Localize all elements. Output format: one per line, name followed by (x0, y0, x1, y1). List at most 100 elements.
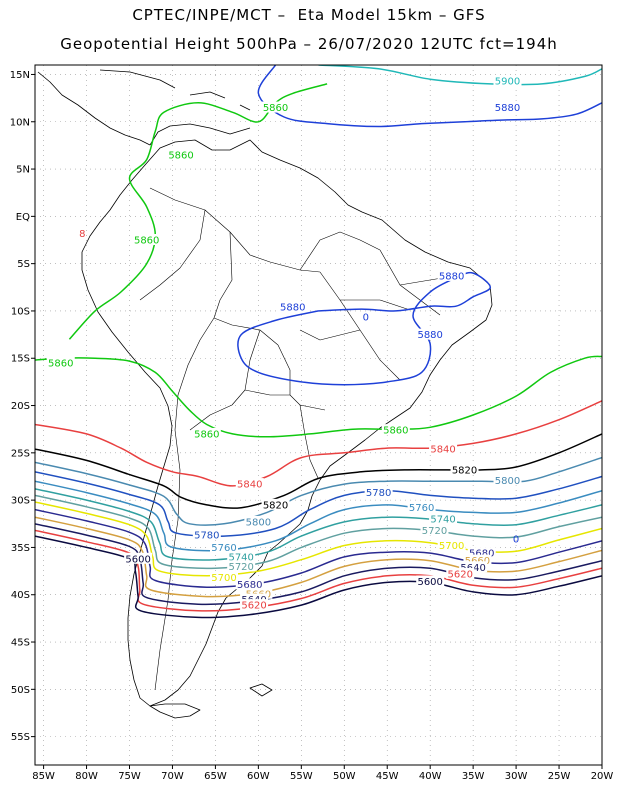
lon-tick-label: 85W (32, 771, 55, 782)
contour-5760 (35, 480, 602, 552)
lon-tick-label: 50W (333, 771, 356, 782)
caribbean-coast (149, 123, 251, 146)
contour-label-bg (463, 554, 492, 566)
contour-5820 (35, 433, 602, 509)
contour-5780 (35, 471, 602, 538)
contour-label-bg (364, 486, 393, 498)
lon-tick-label: 60W (247, 771, 270, 782)
contour-5660 (35, 516, 602, 598)
contour-label-bg (124, 552, 153, 564)
lon-tick-label: 65W (204, 771, 227, 782)
lon-tick-label: 45W (376, 771, 399, 782)
lat-tick-label: 30S (11, 496, 30, 507)
lat-tick-label: 5N (16, 165, 30, 176)
contour-label-bg (416, 328, 445, 340)
contour-label-bg (407, 501, 436, 513)
contour-5600 (35, 535, 602, 619)
contour-label-bg (416, 575, 445, 587)
contour-label-bg (240, 593, 269, 605)
contour-label-5780: 5780 (366, 488, 391, 499)
contour-label-5820: 5820 (263, 500, 288, 511)
contour-label-bg (192, 529, 221, 541)
contour-labels: 5900 5880 5880 5880 5880 5860 5860 5860 5860 5860… (46, 75, 522, 612)
lat-tick-label: 35S (11, 543, 30, 554)
contour-label-5720: 5720 (422, 526, 447, 537)
contour-label-bg (493, 101, 522, 113)
contour-5680 (35, 508, 602, 588)
lat-tick-label: 50S (11, 685, 30, 696)
contour-label-5860: 5860 (168, 150, 193, 161)
contour-label-bg (244, 587, 273, 599)
lat-tick-label: 5S (17, 259, 30, 270)
contour-label-bg (235, 578, 264, 590)
lon-tick-label: 20W (591, 771, 614, 782)
contour-fragment-label: 8 (79, 229, 85, 240)
graticule (35, 65, 603, 765)
lat-tick-label: 55S (11, 732, 30, 743)
contour-label-5860: 5860 (134, 236, 159, 247)
contour-label-5840: 5840 (430, 445, 455, 456)
contour-label-5860: 5860 (263, 103, 288, 114)
lat-tick-label: 15N (10, 70, 30, 81)
contour-5720 (35, 494, 602, 570)
contour-label-5800: 5800 (495, 476, 520, 487)
contour-label-5900: 5900 (495, 77, 520, 88)
contour-label-5760: 5760 (211, 543, 236, 554)
contour-label-5880: 5880 (495, 103, 520, 114)
contour-label-5600: 5600 (125, 554, 150, 565)
contour-label-bg (429, 513, 458, 525)
contour-label-bg (420, 524, 449, 536)
contour-5640 (35, 523, 602, 606)
contour-label-bg (278, 301, 307, 313)
contour-label-5740: 5740 (228, 552, 253, 563)
lon-tick-label: 55W (290, 771, 313, 782)
caribbean-islands (99, 69, 251, 111)
contour-label-5860: 5860 (383, 426, 408, 437)
contour-fragment-label: 0 (513, 535, 519, 546)
lat-tick-label: 10N (10, 117, 30, 128)
contour-label-5780: 5780 (194, 531, 219, 542)
lat-tick-label: 45S (11, 638, 30, 649)
falkland-islands (249, 683, 273, 697)
contour-label-bg (459, 561, 488, 573)
contour-label-5700: 5700 (439, 541, 464, 552)
land-outlines (37, 69, 493, 719)
contour-label-5880: 5880 (280, 303, 305, 314)
contour-5900 (318, 65, 602, 86)
axis-ticks: 15N 10N 5N EQ 5S 10S 15S 20S 25S 30S 35S 40S 45S 50S 5… (10, 70, 614, 782)
contour-label-5840: 5840 (237, 480, 262, 491)
contour-label-bg (167, 148, 196, 160)
tierra-del-fuego (149, 703, 201, 719)
lat-tick-label: 40S (11, 590, 30, 601)
lat-tick-label: 25S (11, 448, 30, 459)
lon-tick-label: 70W (161, 771, 184, 782)
contour-label-5620: 5620 (448, 569, 473, 580)
contour-label-5760: 5760 (409, 503, 434, 514)
contour-label-bg (46, 356, 75, 368)
lon-tick-label: 35W (462, 771, 485, 782)
contour-5860 (35, 355, 602, 438)
lat-tick-label: 15S (11, 354, 30, 365)
contour-label-bg (192, 427, 221, 439)
contour-label-bg (467, 547, 496, 559)
contour-label-bg (132, 234, 161, 245)
contour-label-bg (210, 571, 238, 583)
contour-fragment-label: 0 (363, 312, 369, 323)
contour-label-bg (240, 599, 269, 611)
lat-tick-label: EQ (16, 212, 30, 223)
contour-label-5600: 5600 (417, 577, 442, 588)
contour-label-bg (210, 541, 238, 553)
contour-label-bg (437, 269, 466, 281)
south-america-coastline (81, 139, 493, 707)
contour-label-bg (227, 550, 256, 562)
contour-label-bg (446, 567, 475, 579)
contour-label-5700: 5700 (211, 573, 236, 584)
country-borders (139, 187, 461, 691)
lat-tick-label: 10S (11, 306, 30, 317)
contour-label-bg (450, 463, 479, 475)
contour-label-5680: 5680 (469, 549, 494, 560)
central-america-coastline (37, 71, 151, 146)
chart-title-line2: Geopotential Height 500hPa – 26/07/2020 … (60, 35, 558, 53)
lon-tick-label: 75W (118, 771, 141, 782)
